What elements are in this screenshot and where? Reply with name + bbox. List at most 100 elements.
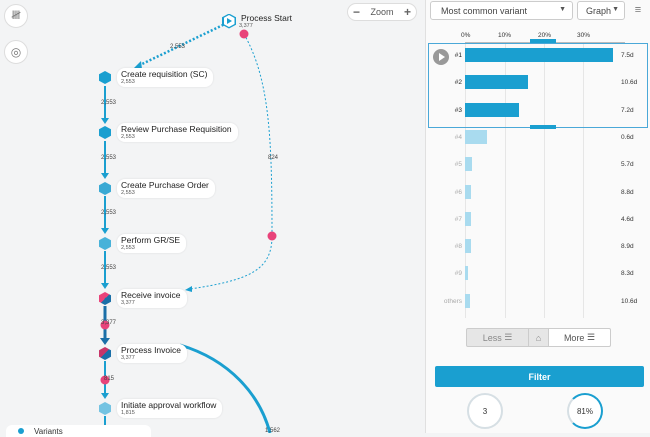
- coverage-marker[interactable]: [530, 39, 556, 43]
- variant-bar[interactable]: [465, 184, 472, 199]
- variants-tab-label: Variants: [34, 427, 63, 436]
- edge-label: 824: [268, 155, 279, 161]
- activity-hex-icon: [99, 71, 111, 84]
- variant-label: others: [443, 297, 462, 305]
- less-button-label: Less: [482, 332, 502, 343]
- node-initiate-approval-workflow[interactable]: Initiate approval workflow 1,815: [99, 399, 223, 418]
- node-label: Process Start: [241, 13, 293, 23]
- grid-line: [583, 43, 584, 318]
- arrowhead-6: [101, 393, 109, 399]
- activity-hex-icon: [99, 182, 111, 195]
- variant-bar[interactable]: [465, 157, 473, 172]
- stat-value: 81%: [576, 406, 593, 416]
- variant-bar[interactable]: [465, 102, 519, 117]
- variants-panel: Most common variant ▼ Graph ▼ ≡ 0% 10% 2…: [425, 0, 650, 433]
- node-count: 3,377: [121, 300, 135, 306]
- variant-bar[interactable]: [465, 266, 468, 281]
- grid-line: [465, 43, 466, 318]
- variant-duration: 8.8d: [621, 188, 634, 196]
- variant-row[interactable]: #4 0.6d: [426, 126, 650, 152]
- arrowhead-start: [133, 61, 142, 69]
- variant-label: #2: [454, 79, 462, 87]
- node-label: Receive invoice: [121, 290, 181, 300]
- variant-label: #4: [454, 133, 462, 141]
- variant-label: #1: [454, 52, 462, 59]
- coverage-stat: 81%: [567, 393, 603, 429]
- node-count: 2,553: [121, 245, 135, 251]
- selected-variants-box[interactable]: [428, 43, 648, 128]
- activity-slider-icon[interactable]: 𝍸: [4, 4, 28, 28]
- node-perform-gr-se[interactable]: Perform GR/SE 2,553: [99, 234, 187, 253]
- node-create-requisition[interactable]: Create requisition (SC) 2,553: [99, 68, 214, 87]
- zoom-in-button[interactable]: +: [403, 5, 411, 19]
- axis-tick: 10%: [498, 32, 512, 39]
- edge-label: 2,553: [101, 100, 117, 106]
- axis-tick: 0%: [461, 32, 471, 39]
- graph-dropdown-button[interactable]: Graph ▼: [577, 1, 625, 20]
- edge-process-arc: [179, 343, 272, 433]
- node-card: Create requisition (SC) 2,553: [117, 68, 214, 87]
- less-button[interactable]: Less ☰: [466, 328, 529, 347]
- variant-row[interactable]: #5 5.7d: [426, 153, 650, 179]
- variant-bar[interactable]: [465, 239, 471, 254]
- variant-row[interactable]: #2 10.6d: [426, 71, 650, 97]
- node-review-purchase-requisition[interactable]: Review Purchase Requisition 2,553: [99, 123, 238, 142]
- home-icon[interactable]: ⌂: [529, 328, 549, 347]
- grid-line: [505, 43, 506, 318]
- node-label: Review Purchase Requisition: [121, 124, 232, 134]
- variants-count-stat: 3: [467, 393, 503, 429]
- variant-bar[interactable]: [465, 211, 471, 226]
- node-card: Receive invoice 3,377: [117, 289, 187, 308]
- node-card: Review Purchase Requisition 2,553: [117, 123, 238, 142]
- arrowhead-5: [100, 338, 110, 345]
- variant-row[interactable]: #3 7.2d: [426, 99, 650, 125]
- zoom-control: − Zoom +: [347, 3, 417, 21]
- node-process-invoice[interactable]: Process Invoice 3,377: [99, 344, 187, 363]
- arrowhead-2: [101, 173, 109, 179]
- axis-tick: 20%: [538, 32, 552, 39]
- variant-duration: 8.3d: [621, 270, 634, 278]
- variant-selector[interactable]: Most common variant ▼: [430, 1, 573, 20]
- zoom-out-button[interactable]: −: [353, 5, 361, 19]
- variant-bar[interactable]: [465, 129, 487, 144]
- variant-bar[interactable]: [465, 293, 471, 308]
- node-receive-invoice[interactable]: Receive invoice 3,377: [99, 289, 187, 308]
- edge-label: 1,562: [265, 428, 281, 434]
- tally-icon: 𝍸: [11, 7, 21, 22]
- edge-label: 2,553: [170, 44, 186, 50]
- eye-hidden-icon: ◎: [10, 45, 22, 59]
- variant-row[interactable]: #9 8.3d: [426, 262, 650, 288]
- node-process-start[interactable]: Process Start 3,377: [222, 13, 292, 29]
- variant-bar[interactable]: [465, 48, 613, 62]
- arrowhead-invoice: [185, 286, 192, 292]
- node-create-purchase-order[interactable]: Create Purchase Order 2,553: [99, 179, 215, 198]
- variant-row[interactable]: #1 7.5d: [426, 44, 650, 70]
- variant-row[interactable]: #6 8.8d: [426, 181, 650, 207]
- visibility-toggle-icon[interactable]: ◎: [4, 40, 28, 64]
- chevron-down-icon: ▼: [559, 6, 566, 13]
- process-map-canvas[interactable]: 𝍸 ◎ − Zoom + 2,553 2,553: [0, 0, 425, 437]
- node-count: 2,553: [121, 190, 135, 196]
- play-icon[interactable]: [433, 49, 449, 65]
- variant-row[interactable]: #8 8.9d: [426, 235, 650, 261]
- menu-icon[interactable]: ≡: [634, 4, 642, 16]
- variant-duration: 4.6d: [621, 215, 634, 223]
- variant-bar[interactable]: [465, 75, 529, 90]
- more-button[interactable]: More ☰: [549, 328, 611, 347]
- grid-line: [544, 43, 545, 318]
- selection-handle[interactable]: [530, 125, 556, 129]
- variants-icon: [18, 428, 24, 434]
- edge-dot: [267, 231, 277, 241]
- activity-hex-icon: [99, 402, 111, 415]
- edge-label: 2,553: [101, 210, 117, 216]
- node-count: 2,553: [121, 134, 135, 140]
- variants-tab[interactable]: Variants: [6, 425, 151, 437]
- variant-row[interactable]: #7 4.6d: [426, 208, 650, 234]
- variant-label: #3: [454, 106, 462, 114]
- node-count: 3,377: [239, 23, 253, 29]
- variant-row[interactable]: others 10.6d: [426, 290, 650, 316]
- zoom-label: Zoom: [370, 7, 394, 17]
- filter-button[interactable]: Filter: [435, 366, 644, 387]
- node-label: Process Invoice: [121, 345, 181, 355]
- edge-dot: [239, 29, 249, 39]
